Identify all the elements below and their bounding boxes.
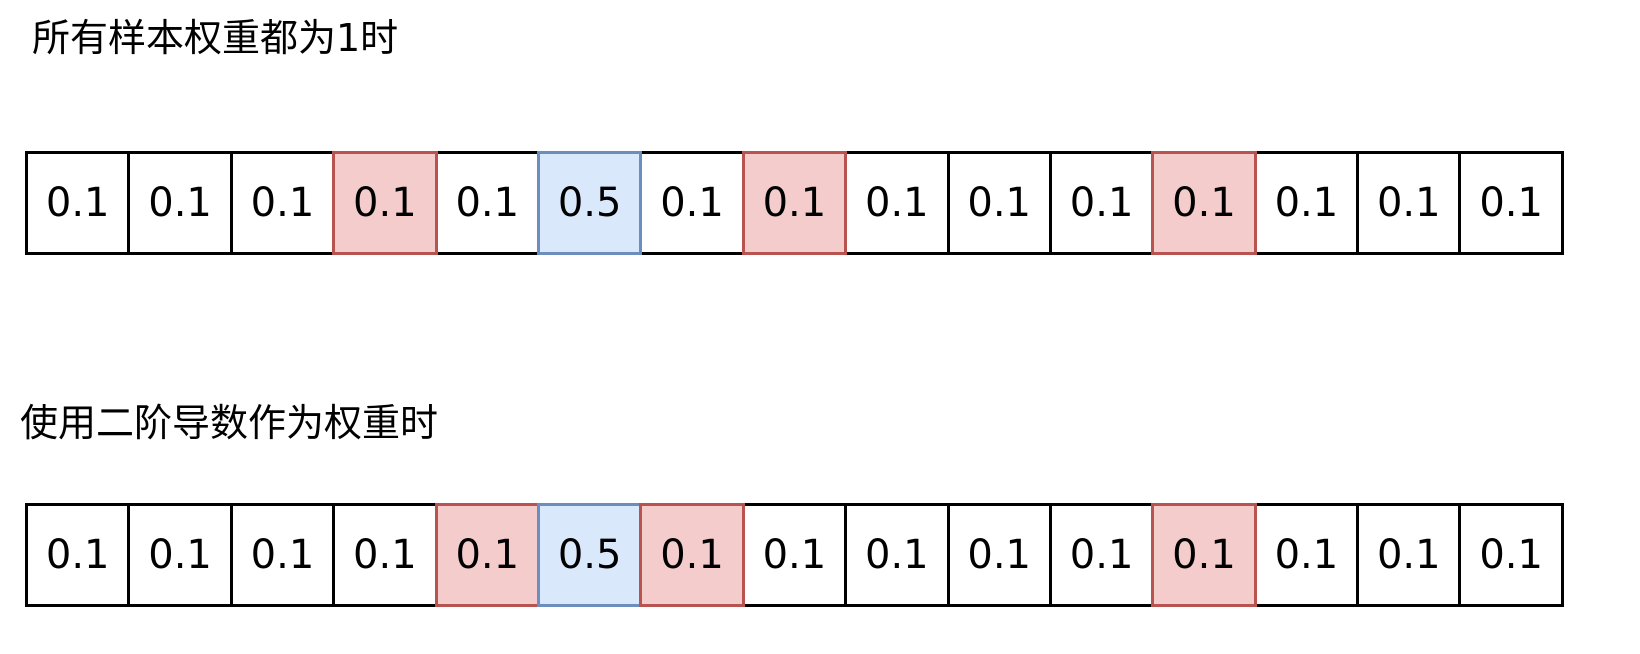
row-1-cells: 0.1 0.1 0.1 0.1 0.1 0.5 0.1 0.1 0.1 0.1 0.1 0.1 0.1 0… [25,151,1564,255]
weight-cell: 0.1 [946,151,1052,255]
weight-cell: 0.1 [25,503,131,607]
weight-cell: 0.1 [844,503,950,607]
weight-cell: 0.1 [1151,151,1257,255]
weight-cell: 0.1 [229,503,336,607]
weight-cell: 0.5 [536,503,643,607]
weight-cell: 0.1 [332,151,438,255]
weight-cell: 0.1 [25,151,131,255]
weight-cell: 0.5 [536,151,643,255]
weight-cell: 0.1 [332,503,438,607]
weight-cell: 0.1 [1458,151,1564,255]
weight-cell: 0.1 [639,503,745,607]
weight-cell: 0.1 [229,151,336,255]
weight-cell: 0.1 [1151,503,1257,607]
weight-cell: 0.1 [1048,503,1155,607]
weight-cell: 0.1 [127,503,233,607]
row-2-title: 使用二阶导数作为权重时 [20,401,439,445]
weight-cell: 0.1 [741,503,848,607]
row-1-title: 所有样本权重都为1时 [32,16,399,60]
weight-cell: 0.1 [844,151,950,255]
weight-cell: 0.1 [1253,151,1360,255]
row-2-cells: 0.1 0.1 0.1 0.1 0.1 0.5 0.1 0.1 0.1 0.1 0.1 0.1 0.1 0… [25,503,1564,607]
weight-cell: 0.1 [1356,151,1462,255]
weight-cell: 0.1 [741,151,848,255]
weight-cell: 0.1 [1253,503,1360,607]
weight-cell: 0.1 [434,151,540,255]
weight-cell: 0.1 [127,151,233,255]
weight-cell: 0.1 [1458,503,1564,607]
weight-cell: 0.1 [1048,151,1155,255]
weight-cell: 0.1 [946,503,1052,607]
weight-cell: 0.1 [434,503,540,607]
weight-cell: 0.1 [1356,503,1462,607]
weight-cell: 0.1 [639,151,745,255]
